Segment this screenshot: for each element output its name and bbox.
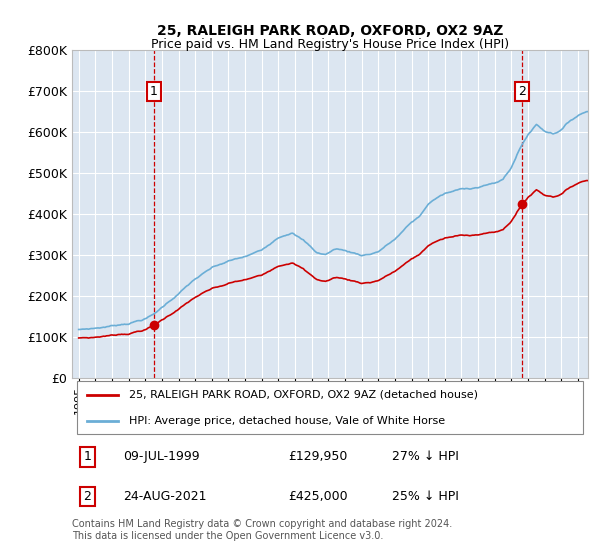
- Text: 25% ↓ HPI: 25% ↓ HPI: [392, 490, 459, 503]
- Text: 24-AUG-2021: 24-AUG-2021: [124, 490, 207, 503]
- Text: £129,950: £129,950: [289, 450, 348, 464]
- Text: Contains HM Land Registry data © Crown copyright and database right 2024.
This d: Contains HM Land Registry data © Crown c…: [72, 519, 452, 541]
- Text: HPI: Average price, detached house, Vale of White Horse: HPI: Average price, detached house, Vale…: [129, 416, 445, 426]
- Text: 1: 1: [83, 450, 91, 464]
- Text: £425,000: £425,000: [289, 490, 349, 503]
- Text: 25, RALEIGH PARK ROAD, OXFORD, OX2 9AZ (detached house): 25, RALEIGH PARK ROAD, OXFORD, OX2 9AZ (…: [129, 390, 478, 400]
- Text: 25, RALEIGH PARK ROAD, OXFORD, OX2 9AZ: 25, RALEIGH PARK ROAD, OXFORD, OX2 9AZ: [157, 24, 503, 38]
- Text: 27% ↓ HPI: 27% ↓ HPI: [392, 450, 459, 464]
- FancyBboxPatch shape: [77, 381, 583, 435]
- Text: 2: 2: [518, 85, 526, 98]
- Text: 2: 2: [83, 490, 91, 503]
- Text: Price paid vs. HM Land Registry's House Price Index (HPI): Price paid vs. HM Land Registry's House …: [151, 38, 509, 52]
- Text: 09-JUL-1999: 09-JUL-1999: [124, 450, 200, 464]
- Text: 1: 1: [150, 85, 158, 98]
